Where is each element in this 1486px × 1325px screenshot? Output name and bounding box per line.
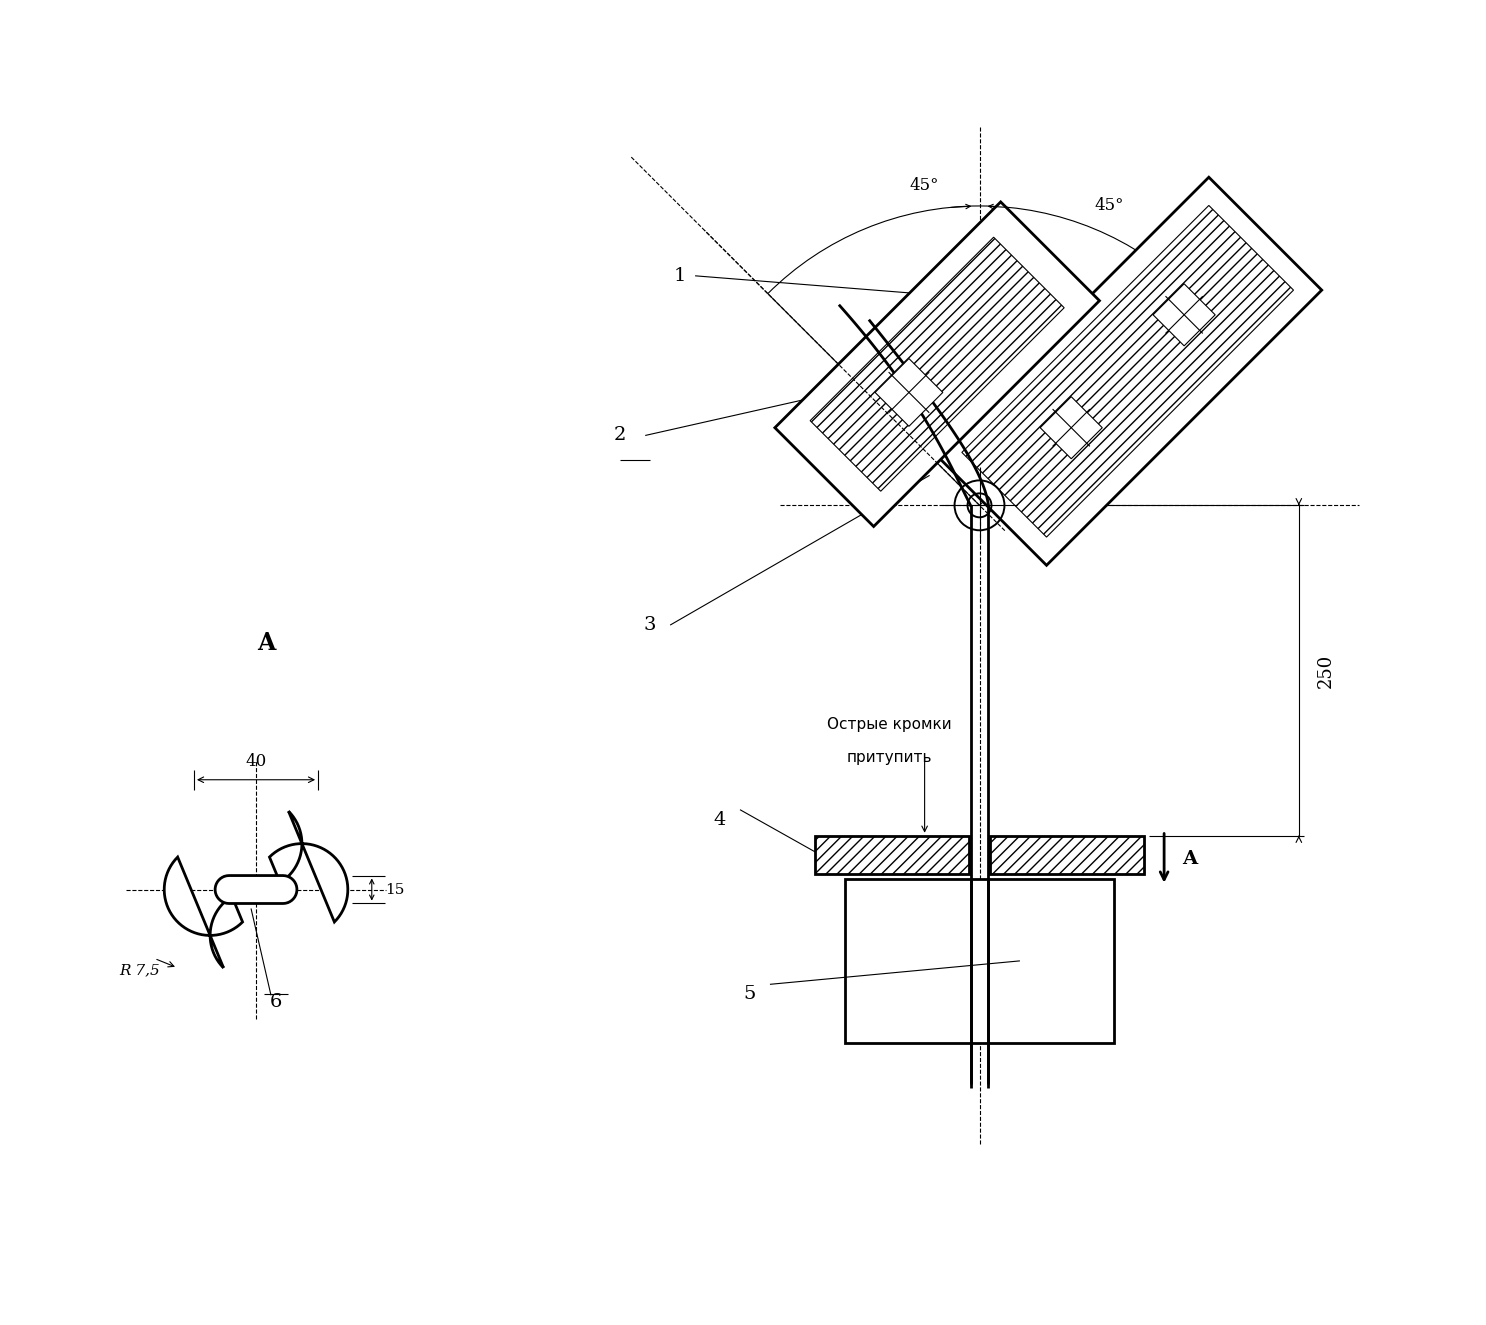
Text: 45°: 45° [1095, 197, 1123, 213]
Polygon shape [961, 205, 1293, 537]
Text: 6: 6 [270, 994, 282, 1011]
Text: 5: 5 [744, 986, 756, 1003]
Text: 45°: 45° [909, 178, 939, 193]
Polygon shape [875, 359, 942, 427]
Polygon shape [774, 201, 1100, 526]
Text: 250: 250 [1317, 653, 1334, 688]
Polygon shape [1153, 284, 1216, 346]
Text: A: A [257, 631, 275, 655]
Polygon shape [933, 178, 1321, 566]
Text: A: A [1181, 849, 1198, 868]
Polygon shape [215, 876, 297, 904]
Polygon shape [991, 836, 1144, 873]
Text: 15: 15 [385, 882, 404, 897]
Polygon shape [844, 878, 1114, 1043]
Text: Острые кромки: Острые кромки [828, 717, 953, 731]
Text: 4: 4 [713, 811, 727, 828]
Polygon shape [1040, 396, 1103, 458]
Text: R 7,5: R 7,5 [119, 963, 160, 978]
Text: 40: 40 [245, 753, 266, 770]
Text: 2: 2 [614, 427, 627, 444]
Polygon shape [165, 811, 348, 967]
Polygon shape [814, 836, 969, 873]
Polygon shape [810, 237, 1064, 492]
Text: притупить: притупить [847, 750, 932, 765]
Text: 1: 1 [675, 266, 687, 285]
Text: 3: 3 [643, 616, 657, 635]
